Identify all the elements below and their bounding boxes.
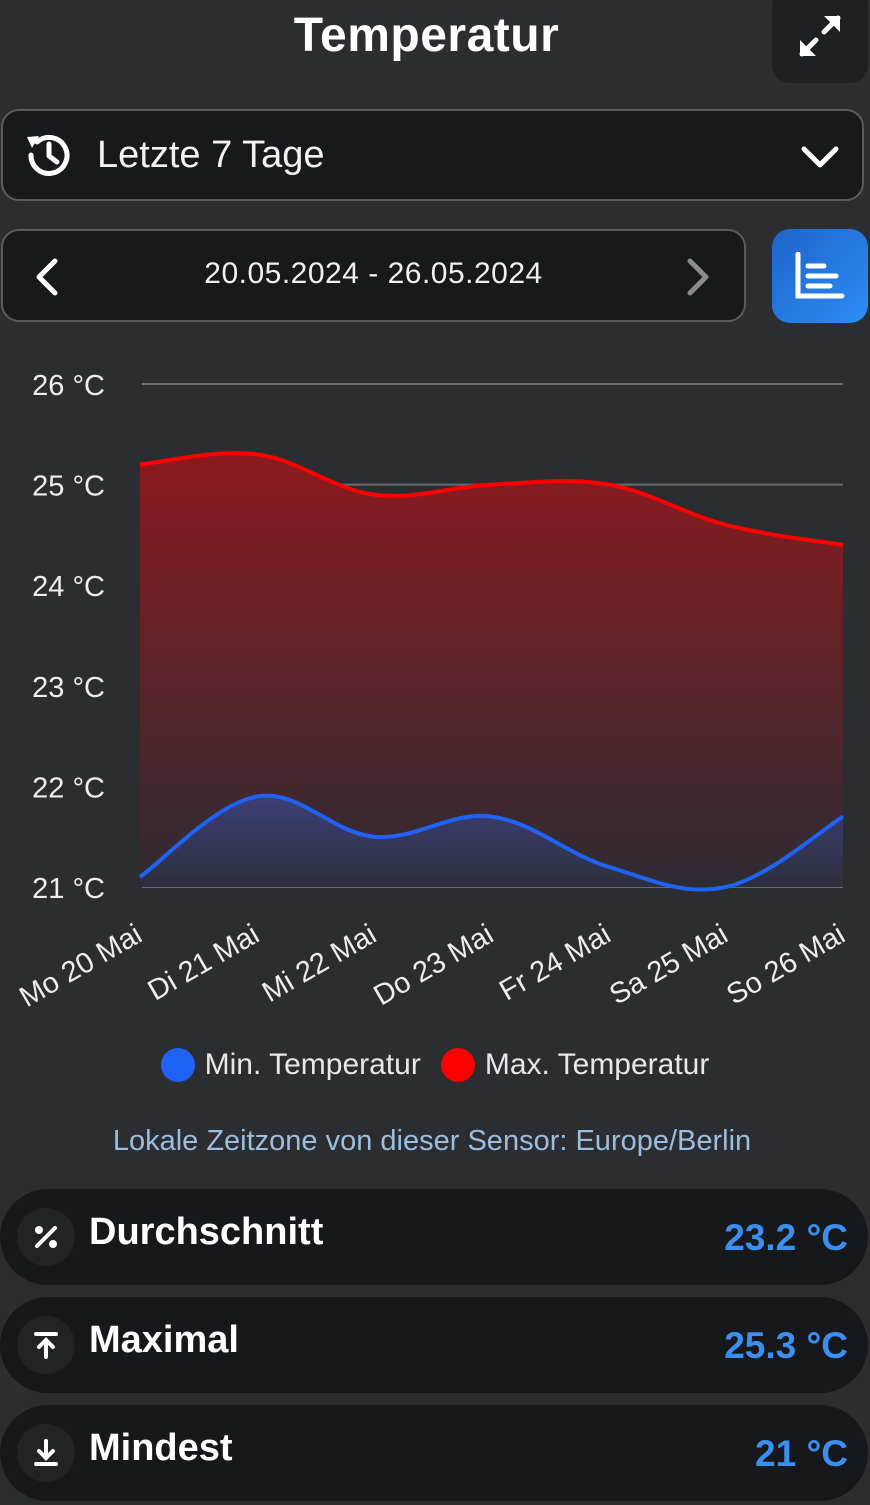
chart-icon: [795, 252, 845, 299]
history-icon: [27, 134, 70, 176]
expand-arrows-icon: [799, 15, 841, 56]
data-point[interactable]: [842, 544, 844, 546]
data-point[interactable]: [256, 795, 258, 797]
chevron-left-icon[interactable]: [31, 257, 65, 297]
x-tick-label: Fr 24 Mai: [494, 918, 616, 1007]
stat-value: 23.2 °C: [724, 1217, 848, 1258]
timezone-note: Lokale Zeitzone von dieser Sensor: Europ…: [112, 1125, 752, 1157]
chart-legend: Min. Temperatur Max. Temperatur: [0, 1048, 870, 1082]
data-point[interactable]: [842, 816, 844, 818]
chevron-down-icon: [801, 146, 839, 168]
time-range-select[interactable]: Letzte 7 Tage: [1, 109, 864, 201]
x-tick-label: Mo 20 Mai: [14, 918, 147, 1013]
y-tick-label: 21 °C: [32, 873, 105, 905]
x-tick-label: Mi 22 Mai: [257, 918, 382, 1009]
percent-icon: [35, 1226, 57, 1248]
page-title: Temperatur: [293, 9, 560, 62]
legend-item-max[interactable]: Max. Temperatur: [440, 1048, 710, 1082]
chart-view-button[interactable]: [772, 229, 868, 323]
stat-icon-wrap: [17, 1424, 75, 1482]
arrow-down-to-line-icon: [34, 1439, 58, 1466]
expand-button[interactable]: [772, 0, 868, 83]
y-tick-label: 22 °C: [32, 772, 105, 804]
x-tick-label: Do 23 Mai: [369, 918, 499, 1012]
stat-minimum[interactable]: Mindest 21 °C: [0, 1405, 868, 1501]
chevron-right-icon[interactable]: [680, 257, 714, 297]
data-point[interactable]: [373, 836, 375, 838]
time-range-value: Letzte 7 Tage: [97, 133, 325, 176]
arrow-up-to-line-icon: [34, 1332, 58, 1359]
x-tick-label: Sa 25 Mai: [604, 918, 733, 1011]
stat-label: Mindest: [89, 1427, 233, 1469]
data-point[interactable]: [491, 816, 492, 818]
y-tick-label: 25 °C: [32, 471, 105, 503]
series-area: [140, 795, 843, 890]
data-point[interactable]: [139, 876, 141, 878]
data-point[interactable]: [725, 886, 727, 888]
legend-dot-max: [440, 1048, 475, 1082]
data-point[interactable]: [256, 453, 258, 455]
y-tick-label: 23 °C: [32, 672, 105, 704]
stat-average[interactable]: Durchschnitt 23.2 °C: [0, 1189, 868, 1285]
legend-item-min[interactable]: Min. Temperatur: [160, 1048, 421, 1082]
date-range-navigator: 20.05.2024 - 26.05.2024: [1, 229, 746, 322]
data-point[interactable]: [608, 484, 610, 486]
data-point[interactable]: [725, 524, 727, 526]
legend-label-max: Max. Temperatur: [484, 1048, 710, 1081]
series-area: [140, 453, 843, 887]
legend-label-min: Min. Temperatur: [204, 1048, 421, 1081]
stat-maximum[interactable]: Maximal 25.3 °C: [0, 1297, 868, 1393]
legend-dot-min: [160, 1048, 195, 1082]
x-tick-label: So 26 Mai: [721, 918, 850, 1011]
date-range-text: 20.05.2024 - 26.05.2024: [204, 257, 543, 290]
stat-label: Durchschnitt: [89, 1211, 324, 1253]
stat-label: Maximal: [89, 1319, 239, 1361]
x-tick-label: Di 21 Mai: [143, 918, 265, 1007]
data-point[interactable]: [139, 463, 141, 465]
stat-value: 25.3 °C: [724, 1325, 848, 1366]
y-tick-label: 24 °C: [32, 571, 105, 603]
data-point[interactable]: [491, 484, 492, 486]
temperature-chart: 21 °C 22 °C 23 °C 24 °C 25 °C 26 °C Mo 20 Mai…: [14, 370, 850, 1014]
data-point[interactable]: [608, 866, 610, 868]
data-point[interactable]: [373, 494, 375, 496]
stat-value: 21 °C: [755, 1433, 848, 1474]
y-tick-label: 26 °C: [32, 370, 105, 402]
stat-icon-wrap: [17, 1208, 75, 1266]
stat-icon-wrap: [17, 1316, 75, 1374]
